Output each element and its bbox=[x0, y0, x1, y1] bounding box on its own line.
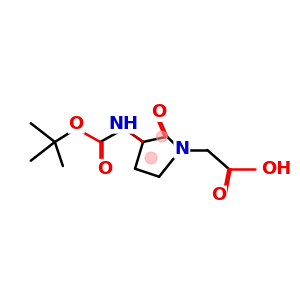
Circle shape bbox=[156, 131, 167, 142]
Text: OH: OH bbox=[261, 160, 292, 178]
Polygon shape bbox=[124, 129, 143, 142]
Text: O: O bbox=[211, 186, 226, 204]
Text: O: O bbox=[69, 115, 84, 133]
Text: O: O bbox=[152, 103, 167, 121]
Circle shape bbox=[145, 152, 157, 164]
Text: NH: NH bbox=[108, 115, 138, 133]
Text: O: O bbox=[98, 160, 113, 178]
Text: N: N bbox=[174, 140, 189, 158]
